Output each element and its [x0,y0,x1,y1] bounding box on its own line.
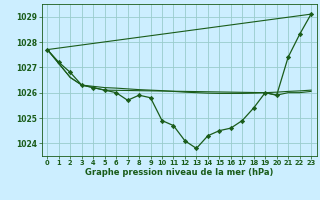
X-axis label: Graphe pression niveau de la mer (hPa): Graphe pression niveau de la mer (hPa) [85,168,273,177]
